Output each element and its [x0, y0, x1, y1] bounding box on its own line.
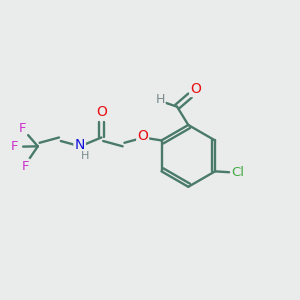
Text: Cl: Cl [232, 166, 244, 179]
Text: H: H [155, 93, 165, 106]
Text: H: H [80, 151, 89, 161]
Text: N: N [74, 138, 85, 152]
Text: F: F [21, 160, 29, 172]
Text: O: O [190, 82, 201, 96]
Text: F: F [11, 140, 19, 153]
Text: O: O [96, 105, 107, 119]
Text: O: O [137, 129, 148, 143]
Text: F: F [19, 122, 26, 135]
